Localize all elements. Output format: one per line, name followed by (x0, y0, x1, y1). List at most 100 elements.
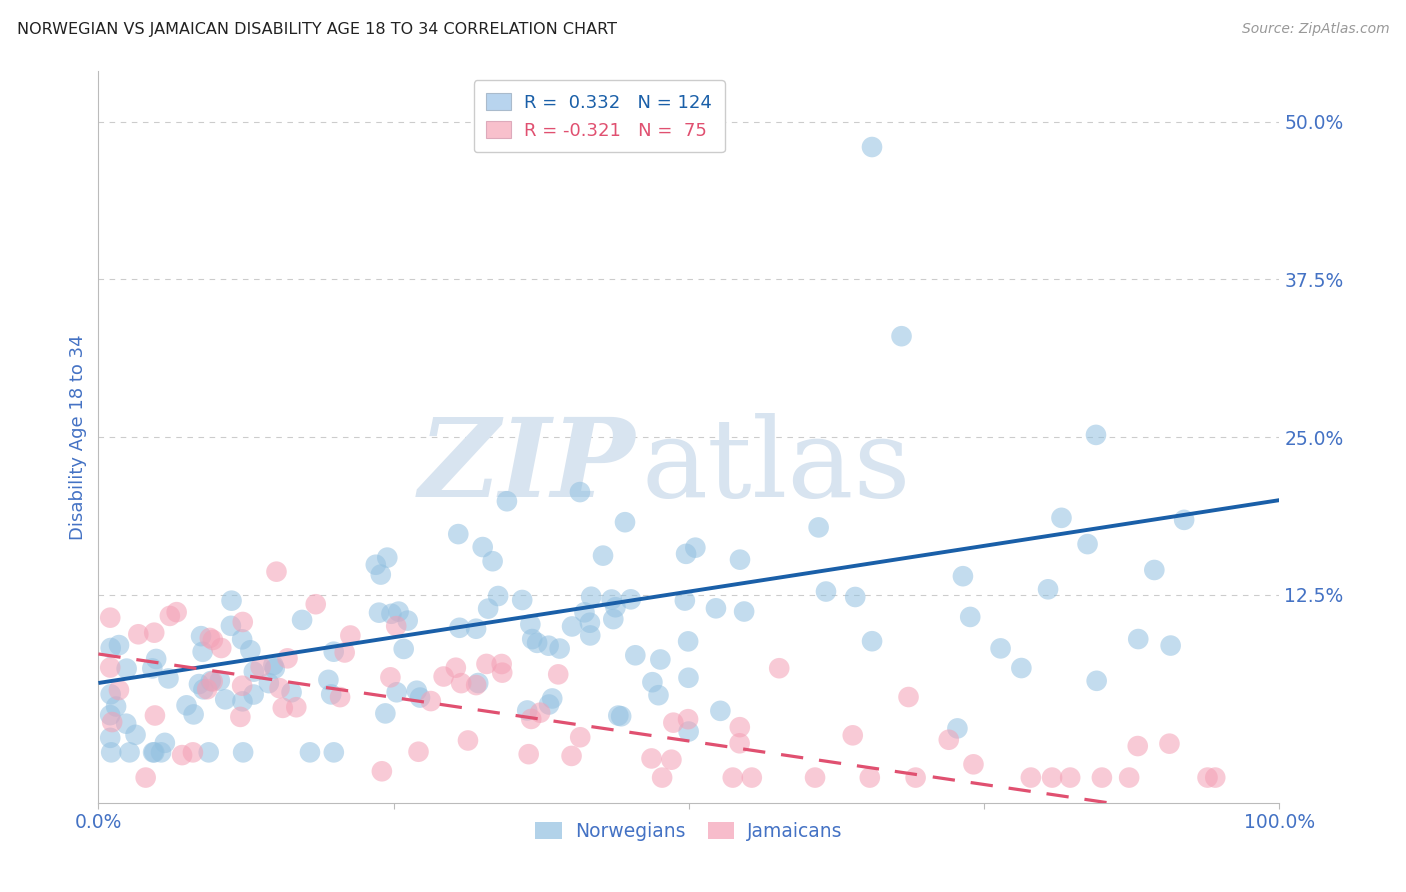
Jamaicans (1059, 771, 1081, 785)
Jamaicans (938, 732, 960, 747)
Norwegians (243, 665, 266, 679)
Jamaicans (1118, 771, 1140, 785)
Norwegians (298, 745, 321, 759)
Norwegians (141, 661, 163, 675)
Norwegians (396, 614, 419, 628)
Norwegians (641, 675, 664, 690)
Norwegians (526, 636, 548, 650)
Norwegians (124, 728, 146, 742)
Norwegians (153, 736, 176, 750)
Jamaicans (232, 615, 254, 629)
Norwegians (733, 605, 755, 619)
Jamaicans (276, 651, 298, 665)
Norwegians (193, 682, 215, 697)
Norwegians (100, 640, 122, 655)
Norwegians (380, 607, 402, 621)
Norwegians (183, 707, 205, 722)
Norwegians (118, 745, 141, 759)
Norwegians (280, 685, 302, 699)
Norwegians (592, 549, 614, 563)
Jamaicans (640, 751, 662, 765)
Text: ZIP: ZIP (419, 413, 636, 520)
Norwegians (375, 550, 398, 565)
Jamaicans (249, 660, 271, 674)
Norwegians (537, 698, 560, 712)
Jamaicans (475, 657, 498, 671)
Norwegians (321, 687, 343, 701)
Norwegians (115, 716, 138, 731)
Norwegians (1128, 632, 1150, 646)
Jamaicans (444, 661, 467, 675)
Norwegians (322, 645, 344, 659)
Norwegians (605, 600, 627, 615)
Jamaicans (529, 706, 551, 720)
Jamaicans (661, 753, 683, 767)
Jamaicans (231, 679, 253, 693)
Jamaicans (768, 661, 790, 675)
Jamaicans (419, 694, 441, 708)
Jamaicans (198, 631, 221, 645)
Norwegians (728, 552, 751, 566)
Jamaicans (333, 645, 356, 659)
Norwegians (231, 632, 253, 647)
Norwegians (685, 541, 707, 555)
Jamaicans (380, 670, 402, 684)
Norwegians (449, 621, 471, 635)
Norwegians (1143, 563, 1166, 577)
Jamaicans (569, 731, 592, 745)
Jamaicans (269, 681, 291, 695)
Jamaicans (457, 733, 479, 747)
Jamaicans (651, 771, 673, 785)
Jamaicans (520, 712, 543, 726)
Text: Source: ZipAtlas.com: Source: ZipAtlas.com (1241, 22, 1389, 37)
Norwegians (176, 698, 198, 713)
Norwegians (959, 610, 981, 624)
Norwegians (579, 590, 602, 604)
Norwegians (860, 634, 883, 648)
Norwegians (516, 703, 538, 717)
Jamaicans (433, 669, 456, 683)
Jamaicans (1204, 771, 1226, 785)
Jamaicans (561, 748, 583, 763)
Text: NORWEGIAN VS JAMAICAN DISABILITY AGE 18 TO 34 CORRELATION CHART: NORWEGIAN VS JAMAICAN DISABILITY AGE 18 … (17, 22, 617, 37)
Norwegians (1050, 511, 1073, 525)
Norwegians (579, 615, 602, 630)
Norwegians (568, 485, 591, 500)
Norwegians (610, 709, 633, 723)
Norwegians (477, 601, 499, 615)
Norwegians (232, 745, 254, 759)
Norwegians (231, 694, 253, 708)
Jamaicans (491, 665, 513, 680)
Jamaicans (1019, 771, 1042, 785)
Norwegians (676, 634, 699, 648)
Norwegians (370, 567, 392, 582)
Norwegians (150, 745, 173, 759)
Norwegians (1084, 428, 1107, 442)
Jamaicans (172, 748, 194, 763)
Norwegians (678, 724, 700, 739)
Norwegians (219, 619, 242, 633)
Jamaicans (135, 771, 157, 785)
Jamaicans (1197, 771, 1219, 785)
Norwegians (600, 592, 623, 607)
Jamaicans (491, 657, 513, 671)
Jamaicans (1159, 737, 1181, 751)
Jamaicans (517, 747, 540, 761)
Norwegians (322, 745, 344, 759)
Jamaicans (859, 771, 882, 785)
Jamaicans (201, 674, 224, 689)
Norwegians (98, 731, 121, 745)
Jamaicans (339, 628, 361, 642)
Norwegians (188, 677, 211, 691)
Norwegians (388, 605, 411, 619)
Jamaicans (962, 757, 984, 772)
Jamaicans (181, 745, 204, 759)
Norwegians (1173, 513, 1195, 527)
Norwegians (844, 590, 866, 604)
Jamaicans (721, 771, 744, 785)
Norwegians (946, 722, 969, 736)
Norwegians (465, 622, 488, 636)
Norwegians (108, 638, 131, 652)
Norwegians (242, 688, 264, 702)
Jamaicans (329, 690, 352, 705)
